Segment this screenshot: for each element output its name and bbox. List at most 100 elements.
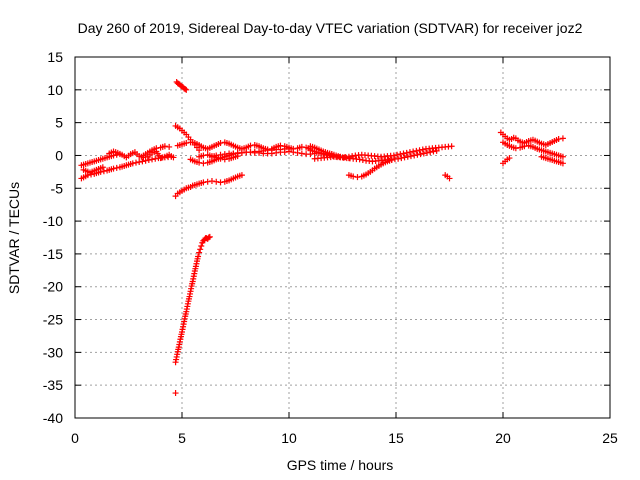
data-point	[256, 149, 263, 156]
data-points	[78, 78, 566, 397]
data-point	[153, 145, 160, 152]
data-point	[427, 149, 434, 156]
data-point	[204, 178, 211, 185]
data-point	[424, 149, 431, 156]
data-point	[430, 148, 437, 155]
series-arc-early-d	[106, 148, 177, 162]
data-point	[247, 149, 254, 156]
data-point	[113, 164, 120, 171]
y-tick-label: -15	[43, 246, 63, 262]
series-arc-late-d	[307, 143, 352, 162]
series-arc-late-c	[345, 157, 395, 181]
y-tick-label: 5	[55, 115, 63, 131]
data-point	[356, 156, 363, 163]
series-arc-mid-a	[172, 122, 203, 154]
data-point	[337, 153, 344, 160]
series-dip-arc	[172, 172, 245, 200]
plot-frame	[74, 56, 611, 419]
data-point	[390, 152, 397, 159]
data-point	[350, 173, 357, 180]
data-point	[394, 151, 401, 158]
data-point	[172, 390, 179, 397]
x-tick-label: 25	[602, 430, 618, 446]
x-tick-label: 15	[388, 430, 404, 446]
data-point	[200, 152, 207, 159]
data-point	[170, 154, 177, 161]
data-point	[406, 149, 413, 156]
data-point	[132, 159, 139, 166]
data-point	[139, 158, 146, 165]
data-point	[200, 179, 207, 186]
data-point	[414, 151, 421, 158]
data-point	[555, 136, 562, 143]
axis-ticks: 15 10 5 0 -5 -10 -15 -20 -25 -30 -35 -40 0 5 10 15 20 25	[43, 49, 618, 446]
grid-lines	[75, 57, 610, 418]
data-point	[129, 160, 136, 167]
data-point	[417, 151, 424, 158]
data-point	[416, 147, 423, 154]
data-point	[198, 243, 205, 250]
data-point	[247, 142, 254, 149]
data-point	[420, 150, 427, 157]
data-point	[403, 149, 410, 156]
data-point	[100, 168, 107, 175]
y-tick-label: -5	[51, 180, 64, 196]
data-point	[388, 157, 395, 164]
data-point	[136, 159, 143, 166]
data-point	[559, 153, 566, 160]
data-point	[521, 143, 528, 150]
data-point	[238, 172, 245, 179]
data-point	[238, 149, 245, 156]
data-point	[345, 155, 352, 162]
data-point	[398, 155, 405, 162]
data-point	[446, 175, 453, 182]
y-tick-label: -35	[43, 377, 63, 393]
data-point	[401, 154, 408, 161]
data-point	[413, 147, 420, 154]
data-point	[433, 147, 440, 154]
data-point	[183, 86, 190, 93]
series-stray-17	[442, 172, 453, 182]
series-spike-top	[173, 78, 190, 93]
data-point	[298, 143, 305, 150]
data-point	[110, 165, 117, 172]
x-tick-label: 10	[281, 430, 297, 446]
x-tick-label: 20	[495, 430, 511, 446]
data-point	[559, 135, 566, 142]
data-point	[142, 157, 149, 164]
data-point	[183, 139, 190, 146]
data-point	[400, 150, 407, 157]
series-arc-early-e	[140, 143, 173, 159]
series-steep-line	[172, 233, 213, 366]
data-point	[149, 156, 156, 163]
x-tick-label: 0	[71, 430, 79, 446]
data-point	[196, 249, 203, 256]
data-point	[213, 178, 220, 185]
data-point	[359, 157, 366, 164]
series-cluster-20-b	[500, 139, 566, 160]
y-tick-label: -40	[43, 410, 63, 426]
data-point	[182, 86, 189, 93]
data-point	[448, 143, 455, 150]
data-point	[206, 233, 213, 240]
x-axis-label: GPS time / hours	[287, 457, 394, 473]
data-point	[221, 151, 228, 158]
data-point	[234, 153, 241, 160]
data-point	[286, 148, 292, 155]
data-point	[419, 146, 426, 153]
data-point	[195, 253, 202, 260]
data-point	[99, 164, 106, 171]
series-arc-late-b	[311, 147, 440, 165]
data-point	[200, 160, 207, 167]
data-point	[298, 150, 305, 157]
data-point	[221, 156, 228, 163]
data-point	[354, 174, 361, 181]
data-point	[341, 154, 348, 161]
series-arc-early-c	[80, 164, 106, 176]
data-point	[187, 139, 194, 146]
y-tick-label: -25	[43, 312, 63, 328]
data-point	[512, 145, 519, 152]
data-point	[145, 157, 152, 164]
data-point	[281, 149, 288, 156]
